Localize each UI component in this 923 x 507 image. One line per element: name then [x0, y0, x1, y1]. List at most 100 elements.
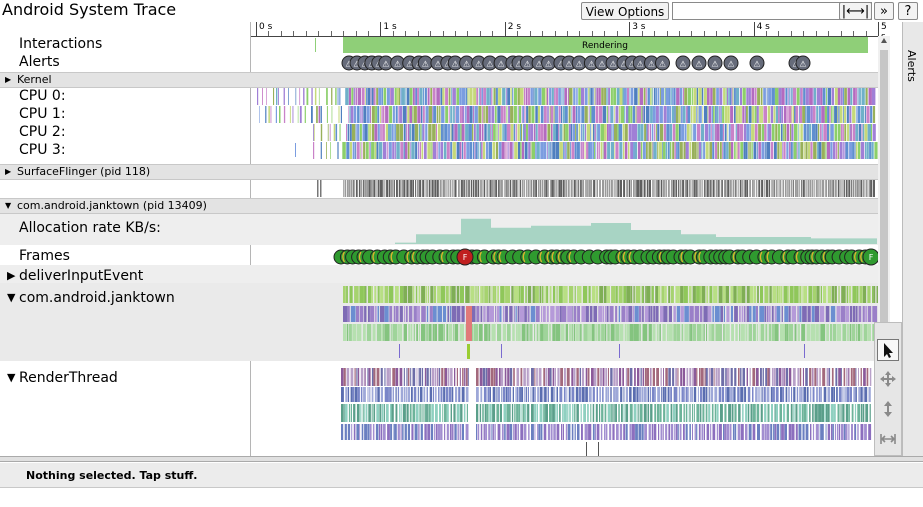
alerts-track[interactable]: ⚠⚠⚠⚠⚠⚠⚠⚠⚠⚠⚠⚠⚠⚠⚠⚠⚠⚠⚠⚠⚠⚠⚠⚠⚠⚠⚠⚠⚠⚠⚠⚠⚠⚠⚠⚠⚠⚠⚠⚠: [341, 55, 811, 71]
render-thread-slice: [800, 387, 803, 402]
trace-canvas[interactable]: Rendering ⚠ ⚠ ⚠ ⚠ ⚠ ⚠ ⚠ ⚠ ⚠ ⚠ ⚠ ⚠ ⚠ ⚠ ⚠ ⚠ ⚠ ⚠ ⚠ ⚠ ⚠ ⚠ ⚠ ⚠ ⚠ ⚠ ⚠ ⚠ ⚠ ⚠…: [251, 36, 878, 456]
render-thread-slice: [457, 424, 459, 440]
render-thread-slice: [723, 424, 725, 440]
cpu-slice: [409, 106, 413, 123]
kernel-group-header[interactable]: ▶ Kernel: [0, 72, 890, 88]
alert-marker[interactable]: ⚠: [655, 55, 670, 71]
main-thread-slice: [768, 306, 771, 322]
render-thread-slice: [864, 424, 867, 440]
cpu-slice: [872, 124, 876, 141]
main-thread-slice: [646, 286, 651, 303]
cpu-slice: [598, 106, 603, 123]
interactions-track[interactable]: Rendering: [315, 37, 868, 53]
alert-marker[interactable]: ⚠: [417, 55, 433, 71]
main-thread-slice: [348, 306, 350, 322]
render-thread-slice: [737, 387, 740, 402]
scrollbar-thumb[interactable]: [880, 50, 888, 340]
render-thread-slice: [466, 404, 468, 422]
collapsed-triangle-icon[interactable]: ▶: [5, 75, 12, 84]
alerts-side-tab-label[interactable]: Alerts: [905, 50, 918, 82]
cpu-slice: [800, 142, 804, 159]
alert-marker[interactable]: ⚠: [605, 55, 621, 71]
cpu-slice: [728, 124, 731, 141]
render-thread-slice: [492, 404, 496, 422]
cpu-slice: [283, 106, 286, 123]
render-thread-slice: [824, 404, 826, 422]
render-thread-slice: [459, 424, 462, 440]
render-thread-slice: [858, 387, 860, 402]
sf-slice: [686, 180, 689, 197]
alert-marker[interactable]: ⚠: [749, 55, 765, 71]
cpu-slice: [459, 106, 462, 123]
time-ruler[interactable]: 0 s1 s2 s3 s4 s5 s: [251, 22, 887, 42]
collapsed-triangle-icon[interactable]: ▶: [7, 269, 16, 282]
search-input[interactable]: [672, 2, 872, 20]
frame-arc: [822, 251, 826, 263]
cpu-slice: [663, 124, 666, 141]
main-thread-slice: [776, 286, 779, 303]
fit-width-button[interactable]: |⟷|: [839, 2, 872, 20]
scroll-up-icon[interactable]: [881, 38, 887, 43]
main-thread-slice: [585, 306, 589, 322]
main-thread-slice: [448, 324, 453, 341]
main-thread-slice: [642, 324, 648, 341]
frame-marker-labeled[interactable]: [862, 248, 878, 266]
main-thread-slice: [595, 286, 599, 303]
frame-arc: [539, 251, 543, 263]
process-group-header[interactable]: ▼ com.android.janktown (pid 13409): [0, 198, 890, 214]
cpu-slice: [371, 88, 374, 105]
cpu-slice: [691, 142, 695, 159]
warning-triangle-icon: ⚠: [515, 60, 522, 69]
alert-marker[interactable]: ⚠: [541, 55, 557, 71]
view-options-button[interactable]: View Options ▾: [581, 2, 669, 37]
help-button[interactable]: ?: [898, 2, 918, 20]
surfaceflinger-group-header[interactable]: ▶ SurfaceFlinger (pid 118): [0, 164, 890, 180]
alert-circle: [723, 55, 739, 71]
cpu-slice: [582, 124, 585, 141]
main-thread-slice: [484, 324, 488, 341]
render-thread-slice: [662, 424, 664, 440]
cpu-slice: [618, 124, 623, 141]
expanded-triangle-icon[interactable]: ▼: [7, 291, 16, 304]
main-thread-slice: [826, 324, 830, 341]
rendering-interaction-slice[interactable]: [343, 37, 868, 53]
timing-range-icon[interactable]: [877, 429, 899, 451]
zoom-vertical-icon[interactable]: [877, 399, 899, 421]
alert-marker[interactable]: ⚠: [795, 55, 811, 71]
cursor-arrow-icon[interactable]: [877, 339, 899, 361]
allocation-rate-track-label: Allocation rate KB/s:: [19, 220, 161, 236]
cpu-slice: [414, 88, 416, 105]
pan-arrows-icon[interactable]: [877, 369, 899, 391]
main-thread-slice: [482, 286, 484, 303]
render-thread-slice: [520, 404, 522, 422]
cpu-slice: [469, 106, 473, 123]
frame-marker-labeled[interactable]: [456, 248, 474, 266]
alerts-side-panel[interactable]: Alerts: [902, 22, 923, 456]
cpu-slice: [333, 124, 336, 141]
main-thread-slice: [688, 286, 692, 303]
alert-marker[interactable]: ⚠: [707, 55, 723, 71]
expanded-triangle-icon[interactable]: ▼: [7, 371, 16, 384]
expanded-triangle-icon[interactable]: ▼: [5, 201, 12, 210]
render-thread-slice: [771, 368, 774, 386]
alert-marker[interactable]: ⚠: [691, 55, 707, 71]
render-thread-slice: [747, 404, 750, 422]
alert-marker[interactable]: ⚠: [723, 55, 739, 71]
ruler-minor-tick: [778, 31, 780, 36]
pane-splitter[interactable]: [0, 456, 923, 462]
ruler-minor-tick: [803, 31, 805, 36]
cpu-slice: [812, 106, 816, 123]
render-thread-slice: [543, 368, 545, 386]
main-thread-slice: [350, 306, 356, 322]
render-thread-slice: [784, 368, 786, 386]
find-next-button[interactable]: »: [874, 2, 894, 20]
render-thread-slice: [563, 387, 566, 402]
cpu-slice: [355, 88, 357, 105]
alert-marker[interactable]: ⚠: [675, 55, 691, 71]
main-thread-slice: [615, 324, 620, 341]
collapsed-triangle-icon[interactable]: ▶: [5, 167, 12, 176]
cpu-slice: [349, 124, 352, 141]
render-thread-slice: [700, 387, 703, 402]
ruler-minor-tick: [790, 31, 792, 36]
